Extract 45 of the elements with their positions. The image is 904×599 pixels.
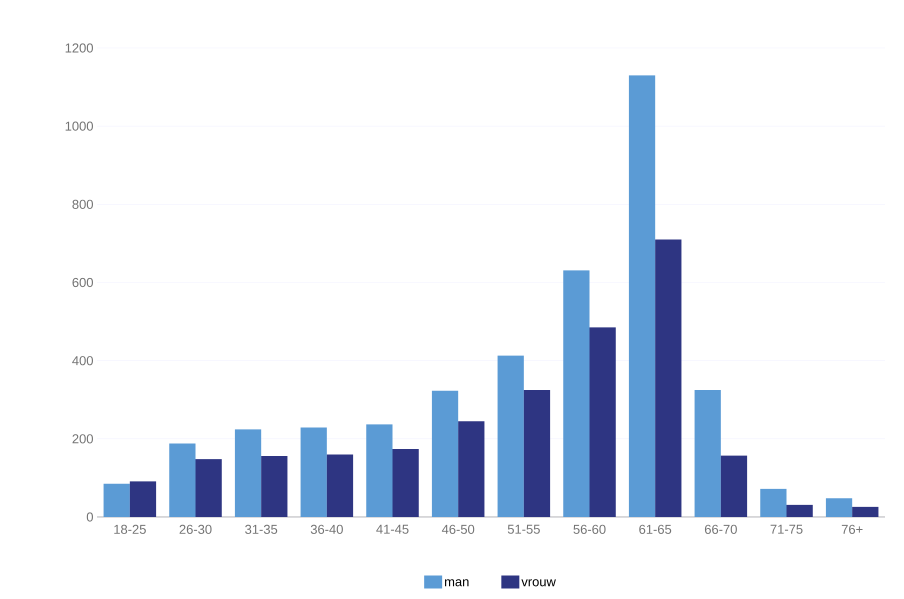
bar (326, 454, 354, 517)
bar (760, 488, 787, 517)
x-tick-label: 76+ (842, 524, 863, 534)
x-tick-label: 46-50 (442, 524, 474, 534)
bar (104, 484, 130, 517)
y-tick-label: 400 (72, 356, 93, 366)
bar (432, 390, 458, 517)
x-tick-label: 56-60 (573, 524, 606, 534)
bar (628, 75, 656, 517)
x-tick-label: 61-65 (639, 524, 672, 534)
legend-label: man (445, 579, 468, 586)
bar (786, 504, 813, 517)
bar (196, 459, 222, 517)
bar (300, 427, 327, 517)
y-tick-label: 600 (72, 278, 93, 288)
bar (234, 429, 262, 517)
x-tick-label: 51-55 (508, 524, 540, 534)
bar (563, 270, 590, 517)
y-tick-label: 0 (86, 512, 93, 522)
bar (392, 448, 419, 517)
x-tick-label: 71-75 (770, 524, 803, 534)
bar (720, 456, 748, 517)
y-tick-label: 1000 (66, 122, 93, 131)
x-tick-label: 31-35 (245, 524, 278, 534)
bar (498, 356, 524, 517)
y-tick-label: 200 (72, 434, 93, 444)
bar (826, 498, 852, 517)
bar (655, 239, 682, 517)
bar (694, 390, 721, 517)
bar (852, 506, 878, 517)
x-tick-label: 18-25 (114, 524, 146, 534)
bar (169, 444, 196, 517)
bar (590, 327, 616, 517)
y-tick-label: 1200 (66, 43, 93, 53)
x-tick-label: 26-30 (180, 524, 212, 534)
bar (366, 424, 393, 517)
x-tick-label: 36-40 (310, 524, 343, 534)
y-tick-label: 800 (72, 200, 93, 209)
bar (261, 456, 288, 517)
bar (130, 481, 156, 517)
legend-label: vrouw (521, 579, 556, 586)
bar (458, 421, 484, 517)
x-tick-label: 41-45 (376, 524, 409, 534)
bar (524, 390, 550, 517)
x-tick-label: 66-70 (704, 524, 737, 534)
